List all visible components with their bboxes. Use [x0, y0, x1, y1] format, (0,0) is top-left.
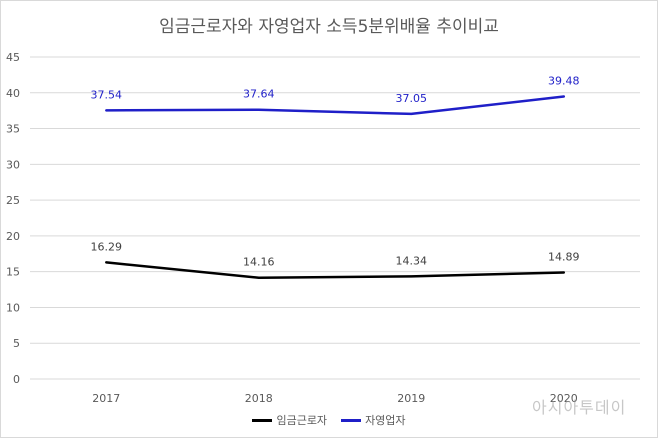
data-label: 39.48 — [548, 74, 580, 87]
data-label: 16.29 — [91, 240, 123, 253]
legend-item-self-employed: 자영업자 — [341, 412, 406, 428]
y-tick-label: 40 — [6, 87, 20, 100]
x-tick-label: 2020 — [550, 392, 578, 405]
y-tick-label: 15 — [6, 266, 20, 279]
data-label: 37.64 — [243, 88, 275, 101]
legend-label-self-employed: 자영업자 — [365, 414, 406, 427]
legend-swatch-self-employed — [341, 418, 362, 422]
legend-item-wage-workers: 임금근로자 — [252, 412, 327, 428]
legend-label-wage-workers: 임금근로자 — [276, 414, 328, 427]
watermark: 아시아투데이 — [532, 398, 627, 417]
y-tick-label: 5 — [13, 337, 20, 350]
chart-legend: 임금근로자 자영업자 — [0, 412, 658, 428]
series-line-1 — [105, 95, 566, 116]
data-label: 14.16 — [243, 256, 275, 269]
x-tick-label: 2018 — [245, 392, 273, 405]
data-label: 14.34 — [396, 254, 428, 267]
y-tick-label: 20 — [6, 230, 20, 243]
y-tick-label: 30 — [6, 158, 20, 171]
y-tick-label: 45 — [6, 51, 20, 64]
x-tick-label: 2017 — [92, 392, 120, 405]
y-tick-label: 25 — [6, 194, 20, 207]
series-line-0 — [105, 261, 566, 279]
y-tick-label: 10 — [6, 301, 20, 314]
data-label: 14.89 — [548, 250, 580, 263]
chart-title: 임금근로자와 자영업자 소득5분위배율 추이비교 — [159, 17, 499, 37]
y-tick-label: 0 — [13, 373, 20, 386]
x-tick-label: 2019 — [397, 392, 425, 405]
legend-swatch-wage-workers — [252, 418, 273, 422]
y-tick-label: 35 — [6, 123, 20, 136]
data-label: 37.05 — [396, 92, 428, 105]
data-label: 37.54 — [91, 88, 123, 101]
